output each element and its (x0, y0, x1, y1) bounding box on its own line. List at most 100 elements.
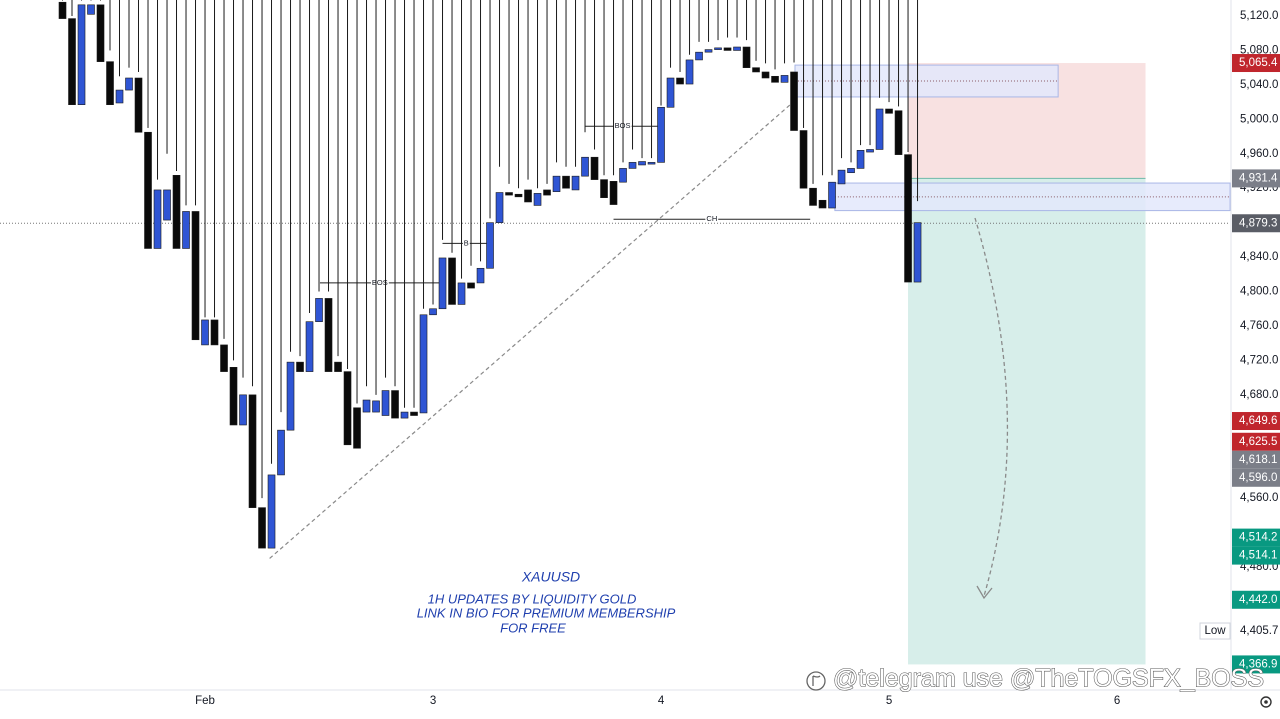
candle-body (524, 189, 532, 203)
candle-body (581, 156, 589, 177)
candle-body (457, 282, 466, 305)
candle-body (904, 154, 912, 283)
note-line: 1H UPDATES BY LIQUIDITY GOLD (428, 591, 637, 606)
price-tag (1232, 412, 1280, 431)
order-block (834, 182, 1231, 212)
settings-icon[interactable] (1260, 696, 1272, 708)
axis-layer: 5,120.05,080.05,040.05,000.04,960.04,920… (195, 10, 1280, 707)
price-tag-label: 4,625.5 (1239, 436, 1277, 448)
candle-body (58, 1, 67, 19)
y-tick-label: 4,680.0 (1240, 389, 1278, 401)
candle-body (543, 189, 551, 196)
candle-body (704, 49, 713, 53)
trend-line (269, 104, 791, 559)
candle-body (790, 71, 798, 131)
price-tag-label: 4,442.0 (1239, 594, 1277, 606)
x-tick-label: 4 (658, 695, 665, 707)
candle-body (201, 319, 209, 346)
candle-body (733, 46, 741, 51)
candle-body (486, 222, 494, 269)
candle-body (894, 110, 903, 155)
candle-body (172, 174, 181, 249)
price-tag (1232, 655, 1280, 674)
candle-body (267, 474, 276, 549)
candle-body (419, 314, 428, 414)
price-tag-label: 4,366.9 (1239, 658, 1277, 670)
candle-body (429, 308, 437, 316)
candle-body (809, 187, 817, 206)
symbol-title: XAUUSD (521, 569, 580, 585)
candle-body (248, 394, 257, 508)
candle-body (837, 169, 846, 185)
candle-body (476, 267, 485, 284)
price-tag-label: 4,931.4 (1239, 172, 1278, 184)
low-tag: Low (1204, 625, 1226, 637)
candle-body (258, 507, 266, 549)
arrow-head (976, 585, 993, 600)
candle-body (590, 156, 599, 180)
candle-body (353, 407, 361, 449)
candle-body (571, 175, 580, 191)
candle-body (714, 47, 722, 50)
candle-body (647, 162, 656, 165)
candle-body (163, 189, 171, 221)
watermark-icon (806, 671, 826, 691)
candle-body (505, 192, 513, 196)
price-tag (1232, 590, 1280, 609)
target-zone (908, 178, 1146, 665)
price-tag-label: 4,514.2 (1239, 532, 1277, 544)
candle-body (372, 400, 380, 413)
candles-layer (58, 0, 922, 549)
candle-body (742, 46, 751, 68)
price-tag-label: 4,879.3 (1239, 217, 1277, 229)
candle-body (856, 150, 865, 169)
price-tag (1232, 468, 1280, 487)
structure-label: BOS (372, 278, 388, 287)
candle-body (106, 61, 114, 105)
candle-body (144, 131, 152, 249)
candle-body (343, 371, 352, 446)
candle-body (771, 75, 779, 83)
candle-body (381, 390, 390, 416)
y-tick-label: 4,720.0 (1240, 354, 1278, 366)
candle-body (495, 192, 504, 223)
watermark: @telegram use @TheTOGSFX_BOSS (833, 665, 1264, 693)
candle-body (676, 77, 684, 85)
candle-body (134, 77, 143, 133)
candle-body (514, 193, 523, 198)
candle-body (799, 130, 808, 189)
candle-body (96, 4, 105, 62)
candle-body (438, 257, 447, 310)
candle-body (68, 18, 76, 105)
candle-body (885, 108, 893, 114)
x-tick-label: 5 (886, 695, 892, 707)
y-tick-label: 4,840.0 (1240, 251, 1278, 263)
candle-body (334, 361, 342, 372)
candle-body (210, 319, 219, 346)
candle-body (847, 168, 855, 174)
note-line: LINK IN BIO FOR PREMIUM MEMBERSHIP (417, 605, 676, 620)
candle-body (324, 298, 333, 372)
low-value: 4,405.7 (1240, 625, 1278, 637)
candle-body (638, 161, 646, 166)
candle-body (828, 181, 836, 209)
candle-body (410, 411, 418, 416)
price-tag (1232, 432, 1280, 451)
background-layer: BOSBBOSCH (0, 63, 1231, 665)
price-tag (1232, 169, 1280, 188)
candle-body (182, 211, 190, 249)
candle-body (400, 411, 409, 419)
y-tick-label: 4,800.0 (1240, 286, 1278, 298)
y-tick-label: 5,000.0 (1240, 113, 1278, 125)
y-tick-label: 4,760.0 (1240, 320, 1278, 332)
price-tag-label: 4,618.1 (1239, 454, 1277, 466)
structure-label: B (464, 238, 469, 247)
candle-body (752, 67, 760, 73)
candle-body (609, 181, 618, 205)
candle-body (277, 429, 285, 476)
x-tick-label: Feb (195, 695, 215, 707)
candle-body (305, 321, 314, 372)
candle-body (875, 108, 884, 150)
candle-body (913, 222, 922, 283)
y-tick-label: 5,120.0 (1240, 10, 1278, 22)
